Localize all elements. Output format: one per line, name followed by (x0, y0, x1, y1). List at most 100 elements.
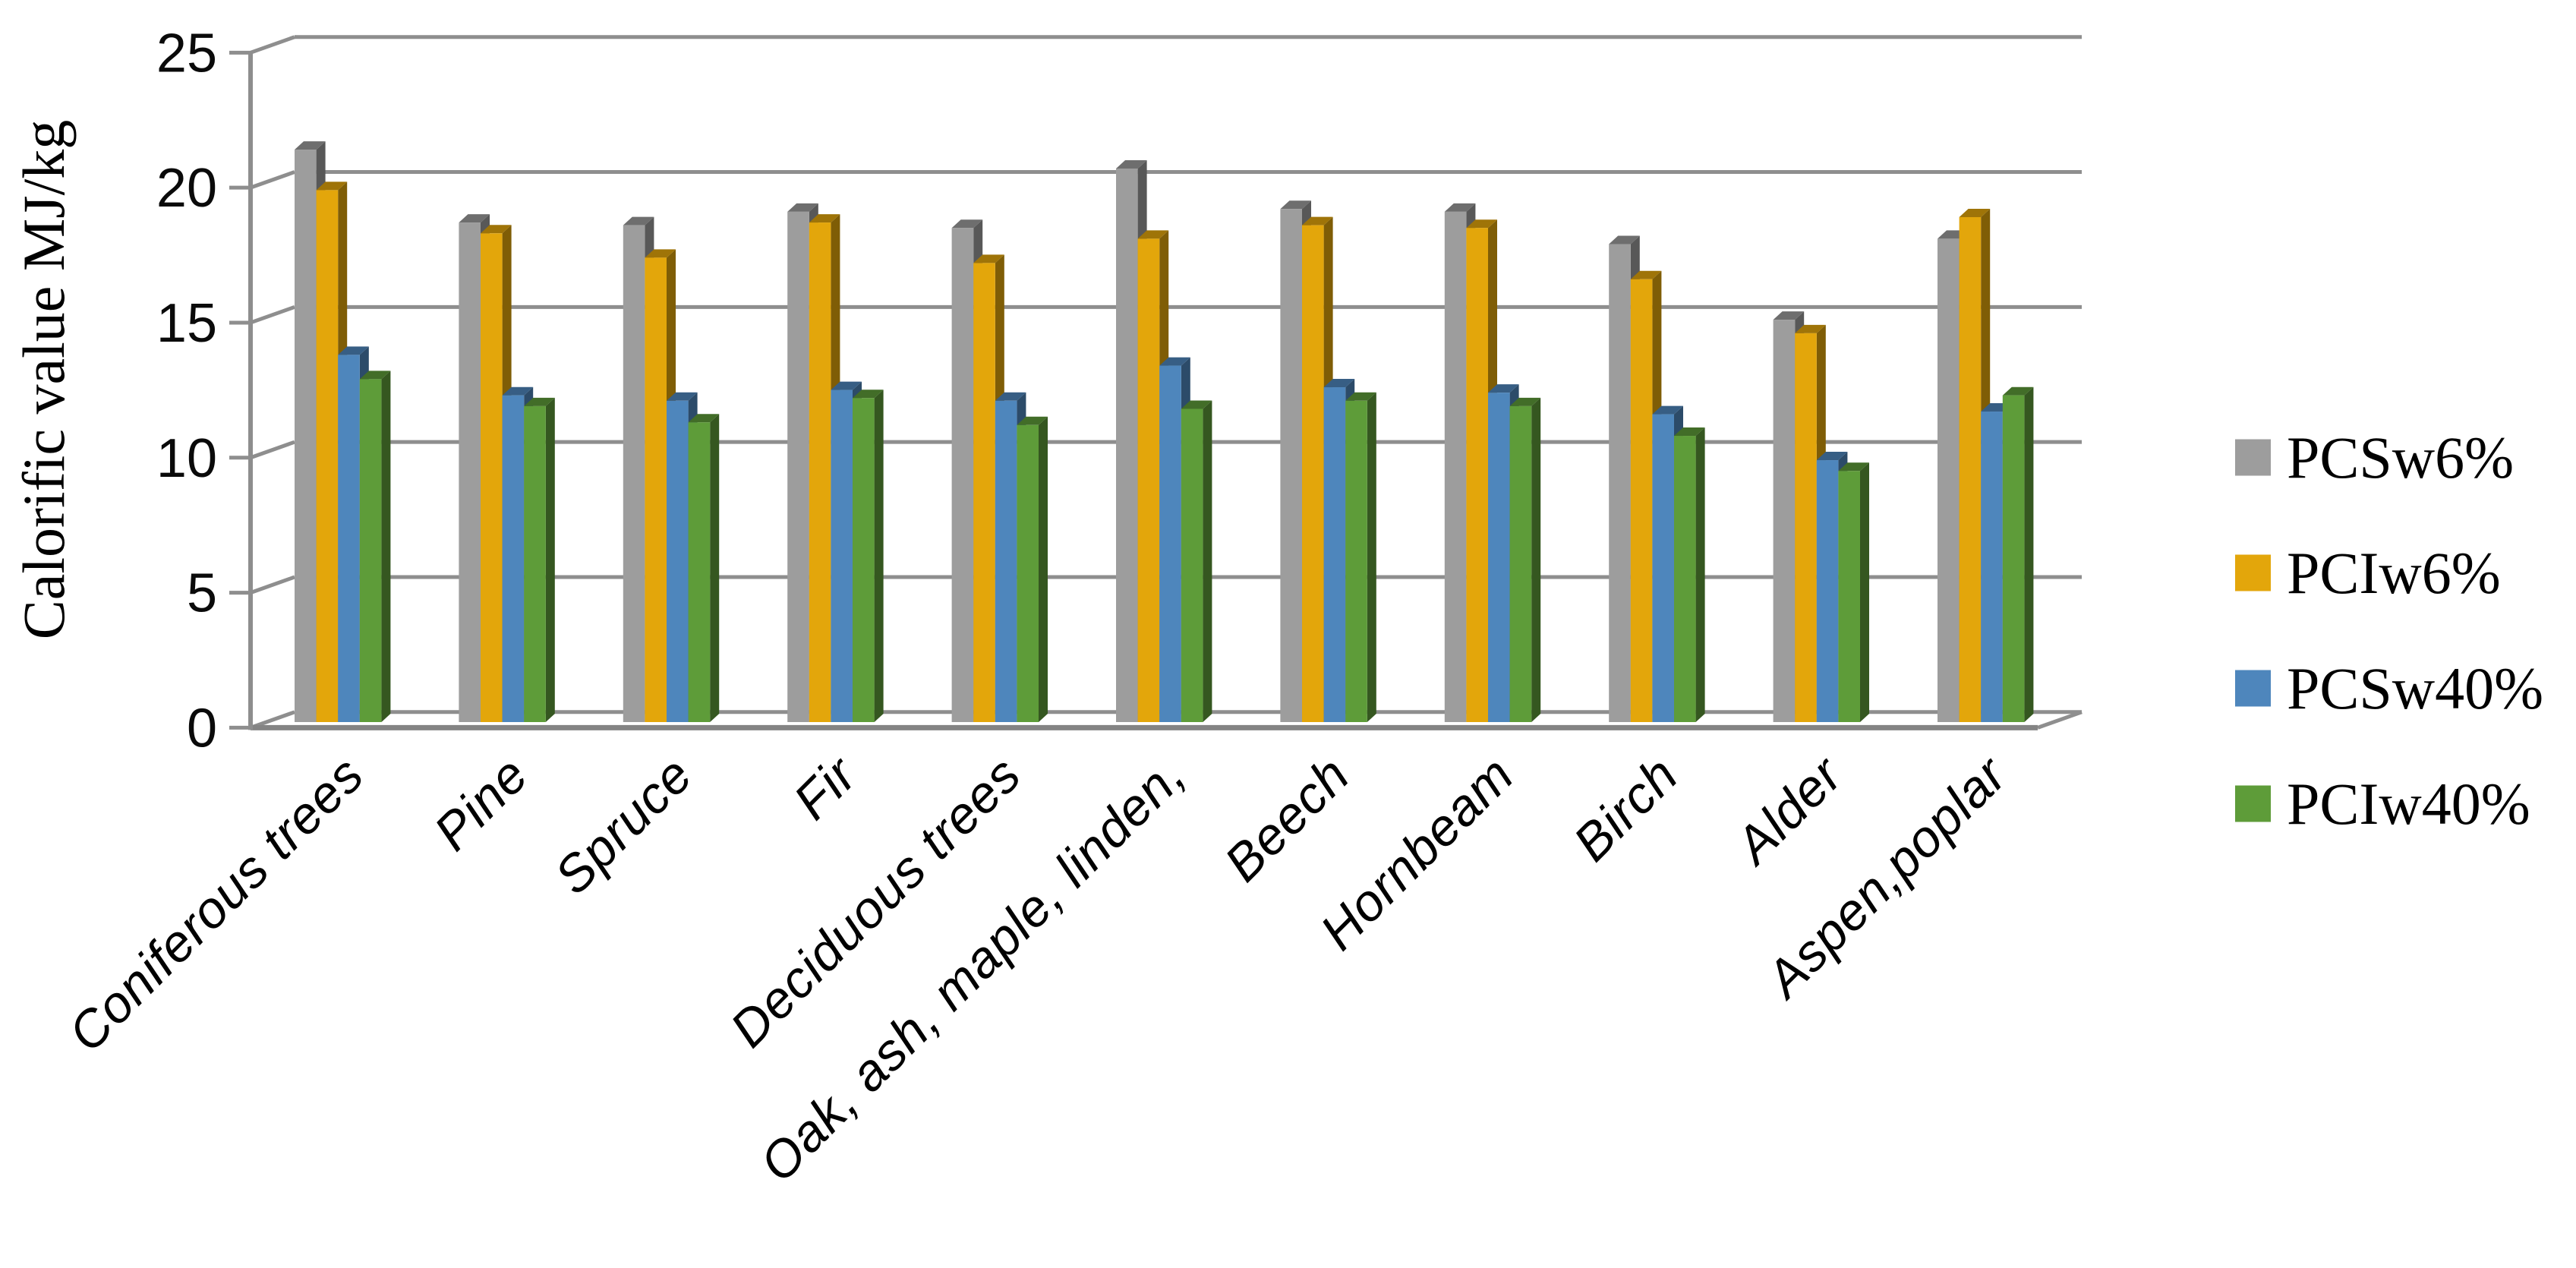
y-tick-label: 15 (156, 293, 217, 354)
legend-swatch (2235, 554, 2271, 591)
bar-pcsw6- (951, 228, 974, 722)
gridline-depth-jog (250, 440, 295, 460)
bar-top-face (623, 216, 654, 226)
bar-pciw6- (1959, 216, 1982, 722)
bar-side-face (1860, 462, 1869, 722)
bar-side-face (1531, 397, 1541, 722)
bar-top-face (1488, 384, 1519, 393)
bar-pciw40- (1345, 400, 1367, 722)
bar-pciw40- (1181, 408, 1203, 722)
bar-top-face (667, 392, 698, 401)
bar-side-face (1367, 392, 1376, 722)
bar-pcsw6- (787, 211, 809, 722)
bar-pciw6- (645, 257, 667, 722)
legend-item-pcsw6-: PCSw6% (2235, 424, 2514, 490)
bar-side-face (1695, 427, 1705, 722)
bar-top-face (1652, 405, 1683, 415)
x-category-label: Birch (1562, 746, 1689, 872)
bar-top-face (1116, 159, 1147, 169)
bar-pcsw40- (995, 400, 1017, 722)
bar-group-hornbeam (1444, 203, 1541, 722)
y-axis-title: Calorific value MJ/kg (11, 120, 77, 640)
bar-top-face (1444, 203, 1476, 212)
bar-group-beech (1280, 200, 1376, 723)
bar-top-face (1509, 397, 1541, 406)
bar-group-oak-ash-maple-linden (1116, 159, 1212, 722)
bar-top-face (1181, 400, 1212, 409)
bar-top-face (1280, 200, 1311, 210)
bar-top-face (1137, 230, 1169, 239)
bar-top-face (951, 219, 983, 229)
legend-item-pcsw40-: PCSw40% (2235, 655, 2543, 721)
bar-top-face (1302, 216, 1333, 226)
bar-top-face (1345, 392, 1376, 401)
bar-pcsw40- (667, 400, 689, 722)
bar-pciw6- (973, 263, 995, 723)
bar-pciw40- (1017, 424, 1039, 722)
legend-label: PCIw6% (2287, 540, 2501, 606)
x-category-label: Fir (783, 745, 869, 831)
bar-pcsw6- (1938, 238, 1960, 722)
bar-pciw40- (1674, 436, 1696, 722)
bar-pciw40- (1838, 471, 1860, 722)
bar-top-face (688, 414, 720, 423)
bar-top-face (973, 254, 1004, 263)
bar-top-face (1466, 219, 1497, 229)
bar-pcsw40- (1816, 460, 1839, 722)
bar-pciw6- (1137, 238, 1160, 722)
bar-top-face (787, 203, 818, 212)
y-tick-label: 20 (156, 158, 217, 219)
bar-top-face (1816, 452, 1848, 461)
bar-pcsw40- (1981, 412, 2003, 722)
bar-pcsw6- (1444, 211, 1467, 722)
bar-top-face (853, 390, 884, 399)
legend-item-pciw40-: PCIw40% (2235, 771, 2530, 837)
bar-pciw6- (1630, 279, 1653, 722)
bar-group-spruce (623, 216, 720, 722)
bar-top-face (1674, 427, 1705, 437)
bar-pcsw6- (1773, 320, 1796, 722)
bar-group-coniferous-trees (295, 141, 391, 723)
legend-label: PCSw40% (2287, 655, 2543, 721)
bar-top-face (524, 397, 555, 406)
bar-top-face (645, 249, 676, 258)
legend-swatch (2235, 670, 2271, 707)
y-tick-label: 25 (156, 23, 217, 84)
legend-swatch (2235, 785, 2271, 822)
x-category-label: Deciduous trees (719, 746, 1032, 1058)
bar-group-pine (459, 214, 555, 723)
bar-side-face (1203, 400, 1212, 722)
bar-top-face (338, 346, 369, 355)
bar-pciw40- (2002, 395, 2025, 722)
bar-pciw6- (316, 190, 339, 722)
bar-top-face (1630, 270, 1662, 279)
bar-top-face (459, 214, 490, 223)
legend-swatch (2235, 439, 2271, 476)
bar-pcsw6- (1116, 168, 1138, 722)
bar-pciw40- (853, 398, 875, 722)
bar-top-face (481, 225, 512, 234)
bar-pcsw6- (295, 150, 317, 723)
bar-top-face (995, 392, 1026, 401)
bar-top-face (831, 381, 862, 390)
y-tick-label: 0 (187, 698, 217, 759)
bar-side-face (710, 414, 720, 722)
bar-group-birch (1609, 235, 1705, 722)
legend-layer: PCSw6% PCIw6% PCSw40% PCIw40% (2235, 424, 2543, 837)
legend-label: PCIw40% (2287, 771, 2530, 837)
bar-top-face (1323, 379, 1355, 388)
bar-top-face (1773, 311, 1805, 320)
bar-top-face (1609, 235, 1640, 244)
bar-pcsw40- (338, 355, 360, 722)
bars-layer (295, 141, 2034, 723)
bar-side-face (545, 397, 555, 722)
bar-pcsw6- (459, 222, 481, 723)
bar-top-face (1795, 324, 1826, 333)
bar-top-face (1159, 357, 1190, 366)
bar-top-face (502, 386, 534, 396)
bar-pciw40- (1509, 405, 1532, 722)
bar-pcsw40- (1159, 365, 1181, 722)
bar-pcsw40- (831, 390, 853, 722)
